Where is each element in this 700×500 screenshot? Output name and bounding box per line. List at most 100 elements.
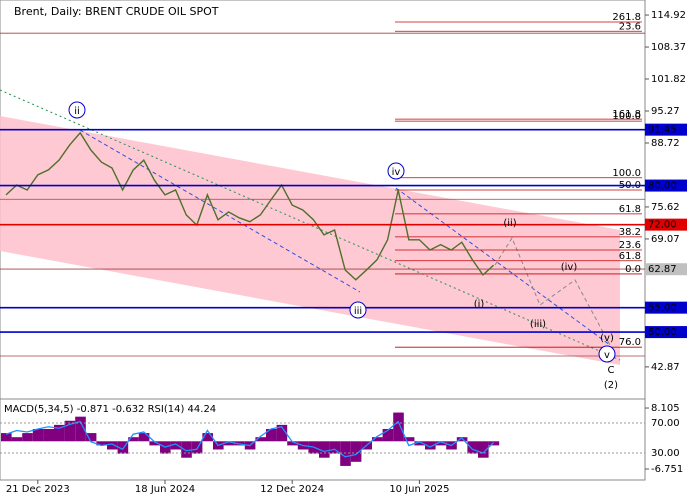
fib-label: 38.2 (619, 227, 641, 238)
wave-circle (349, 301, 367, 319)
macd-bar (435, 441, 447, 446)
wave-label: (2) (604, 380, 618, 391)
fib-label: 100.0 (612, 168, 641, 179)
y-tick-label: 88.72 (651, 138, 680, 149)
macd-bar (128, 437, 139, 442)
macd-bar (467, 441, 478, 454)
price-line (5, 131, 495, 281)
trend-channel (0, 116, 620, 365)
level-label: 50.00 (648, 327, 677, 338)
wave-label: (iv) (561, 262, 578, 273)
y-tick-label: 114.92 (651, 10, 686, 21)
macd-bar (478, 441, 489, 458)
x-tick-label: 12 Dec 2024 (260, 484, 324, 495)
chart-title: Brent, Daily: BRENT CRUDE OIL SPOT (14, 5, 219, 18)
macd-bar (382, 428, 394, 442)
level-box (645, 218, 687, 231)
fib-label: 61.8 (619, 204, 641, 215)
fib-label: 23.6 (619, 21, 641, 32)
fib-label: 161.8 (612, 109, 641, 120)
macd-bar (54, 424, 65, 442)
macd-bar (488, 441, 500, 446)
macd-bar (202, 433, 213, 442)
macd-bar (11, 437, 23, 442)
fib-label: 76.0 (619, 337, 641, 348)
price-box (645, 263, 687, 276)
macd-bar (43, 428, 54, 442)
y-tick-label: 75.62 (651, 202, 680, 213)
wave-label: ii (74, 106, 80, 117)
macd-bar (32, 428, 44, 442)
macd-bar (425, 441, 436, 450)
macd-bar (287, 441, 298, 446)
wave-line (79, 129, 361, 293)
fib-label: 61.8 (619, 251, 641, 262)
wave-label: iii (354, 306, 362, 317)
macd-bar (170, 441, 182, 450)
macd-bar (266, 428, 277, 442)
macd-bar (414, 441, 425, 446)
level-box (645, 301, 687, 314)
level-box (645, 123, 687, 136)
macd-bar (255, 437, 266, 442)
level-box (645, 179, 687, 192)
level-label: 72.00 (648, 220, 677, 231)
macd-bar (319, 441, 330, 458)
wave-label: (iii) (530, 319, 546, 330)
y-tick-label: 69.07 (651, 234, 680, 245)
level-label: 91.45 (648, 125, 677, 136)
wave-label: (v) (600, 333, 614, 344)
projection-path (494, 236, 611, 346)
macd-bar (403, 437, 415, 442)
macd-bar (234, 441, 245, 446)
y2-tick-label: 30.00 (651, 448, 680, 459)
macd-bar (85, 433, 97, 442)
y-tick-label: 101.82 (651, 74, 686, 85)
macd-bar (107, 441, 118, 450)
wave-label: (ii) (503, 218, 516, 229)
macd-bar (96, 441, 107, 446)
indicator-title: MACD(5,34,5) -0.871 -0.632 RSI(14) 44.24 (4, 404, 216, 415)
wave-circle (387, 162, 405, 180)
wave-circle (68, 101, 86, 119)
macd-bar (149, 441, 160, 446)
wave-label: iv (392, 167, 401, 178)
x-tick-label: 21 Dec 2023 (6, 484, 70, 495)
macd-bar (329, 441, 341, 454)
macd-bar (75, 416, 86, 442)
wave-label: C (608, 365, 615, 376)
fib-label: 0.0 (625, 264, 641, 275)
y-tick-label: 108.37 (651, 42, 686, 53)
price-line (5, 420, 495, 458)
fib-label: 261.8 (612, 12, 641, 23)
macd-bar (350, 441, 362, 462)
macd-bar (372, 437, 383, 442)
price-label: 62.87 (648, 264, 677, 275)
macd-bar (276, 424, 288, 442)
x-tick-label: 10 Jun 2025 (389, 484, 449, 495)
macd-bar (181, 441, 192, 458)
macd-bar (117, 441, 129, 454)
level-label: 80.00 (648, 181, 677, 192)
y-tick-label: -6.751 (651, 464, 683, 475)
y2-tick-label: 70.00 (651, 418, 680, 429)
level-label: 55.00 (648, 303, 677, 314)
y-tick-label: 8.105 (651, 403, 680, 414)
fib-label: 100.0 (612, 111, 641, 122)
y-tick-label: 42.87 (651, 362, 680, 373)
macd-bar (138, 433, 150, 442)
wave-circle (598, 345, 616, 363)
wave-label: v (604, 350, 610, 361)
macd-bar (223, 441, 235, 446)
macd-bar (64, 420, 76, 442)
x-tick-label: 18 Jun 2024 (135, 484, 195, 495)
macd-bar (393, 412, 404, 442)
y-tick-label: 95.27 (651, 106, 680, 117)
macd-bar (22, 433, 33, 442)
macd-bar (1, 433, 12, 442)
wave-label: (i) (474, 299, 485, 310)
fib-label: 23.6 (619, 240, 641, 251)
macd-bar (340, 441, 351, 466)
level-box (645, 326, 687, 339)
